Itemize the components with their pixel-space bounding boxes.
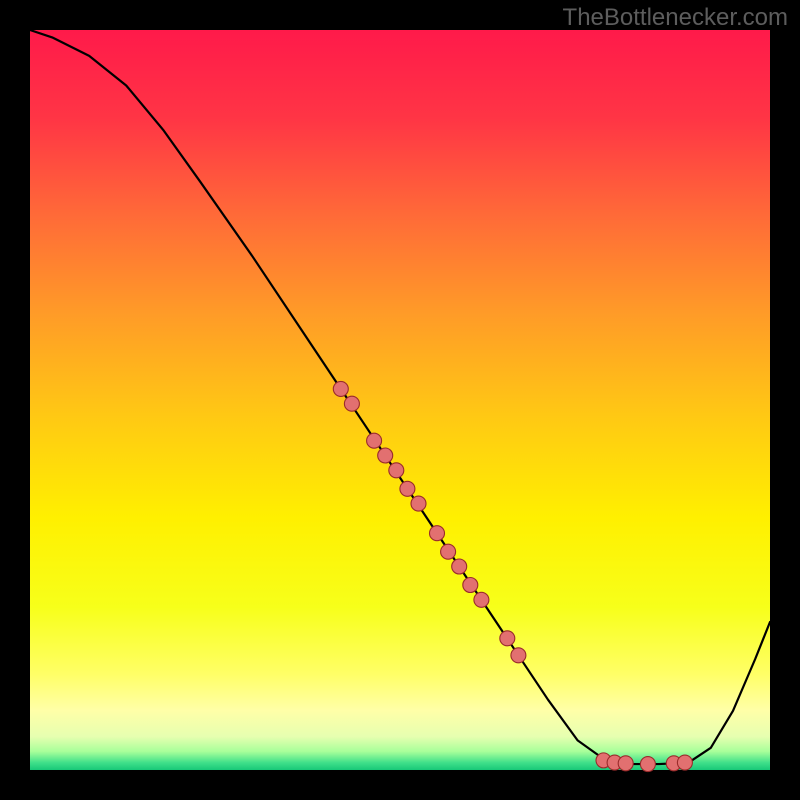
marker-dot bbox=[677, 755, 692, 770]
marker-dot bbox=[411, 496, 426, 511]
marker-dot bbox=[430, 526, 445, 541]
chart-svg bbox=[30, 30, 770, 770]
marker-dot bbox=[389, 463, 404, 478]
marker-dot bbox=[378, 448, 393, 463]
marker-dot bbox=[474, 592, 489, 607]
marker-dot bbox=[367, 433, 382, 448]
marker-dot bbox=[400, 481, 415, 496]
marker-dot bbox=[511, 648, 526, 663]
marker-dot bbox=[344, 396, 359, 411]
marker-dot bbox=[500, 631, 515, 646]
stage: TheBottlenecker.com bbox=[0, 0, 800, 800]
marker-dot bbox=[452, 559, 467, 574]
watermark-text: TheBottlenecker.com bbox=[563, 4, 788, 32]
plot-background bbox=[30, 30, 770, 770]
marker-dot bbox=[441, 544, 456, 559]
marker-dot bbox=[640, 757, 655, 772]
marker-dot bbox=[463, 578, 478, 593]
plot-area bbox=[30, 30, 770, 770]
marker-dot bbox=[333, 381, 348, 396]
marker-dot bbox=[618, 756, 633, 771]
